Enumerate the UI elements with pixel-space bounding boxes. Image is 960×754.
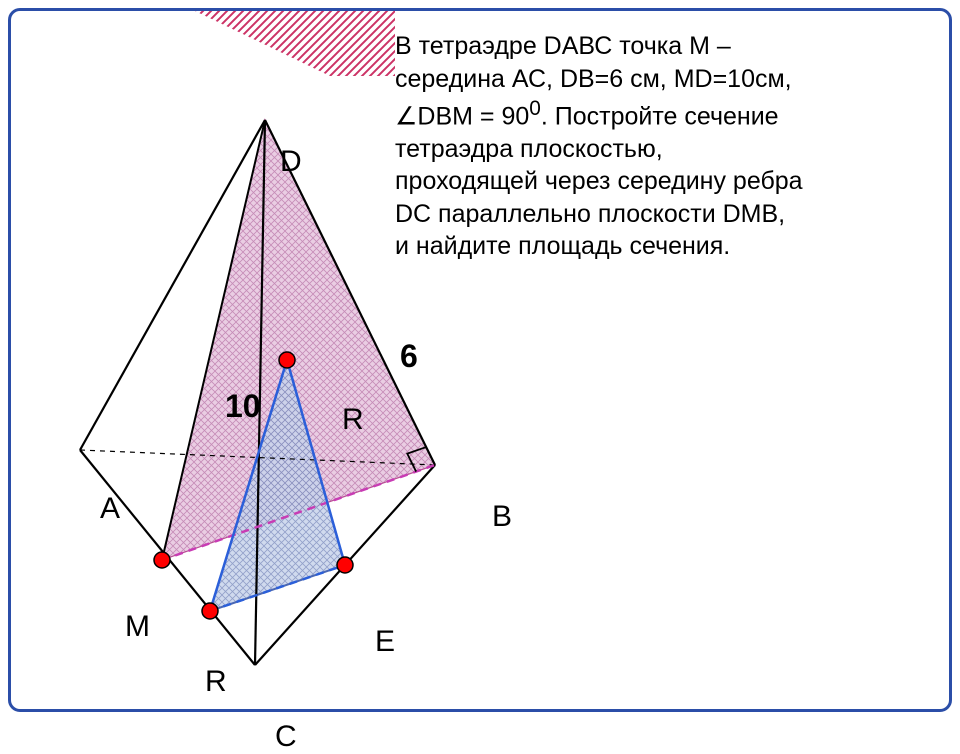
label-a: А (100, 492, 120, 526)
point-r-upper (279, 352, 295, 368)
label-m: М (125, 610, 150, 644)
label-c: С (275, 720, 297, 754)
label-6: 6 (400, 338, 418, 375)
point-r-lower (202, 603, 218, 619)
text-line3b: . Постройте сечение (541, 102, 779, 130)
text-line1: В тетраэдре DАВС точка М – (395, 32, 731, 60)
label-e: Е (375, 625, 395, 659)
point-e (337, 557, 353, 573)
label-b: В (492, 500, 512, 534)
text-sup: 0 (529, 97, 541, 120)
label-r-lower: R (205, 665, 227, 699)
label-d: D (280, 145, 302, 179)
label-10: 10 (225, 388, 261, 425)
hatch-decoration (195, 11, 395, 76)
label-r-upper: R (342, 403, 364, 437)
point-m (154, 552, 170, 568)
